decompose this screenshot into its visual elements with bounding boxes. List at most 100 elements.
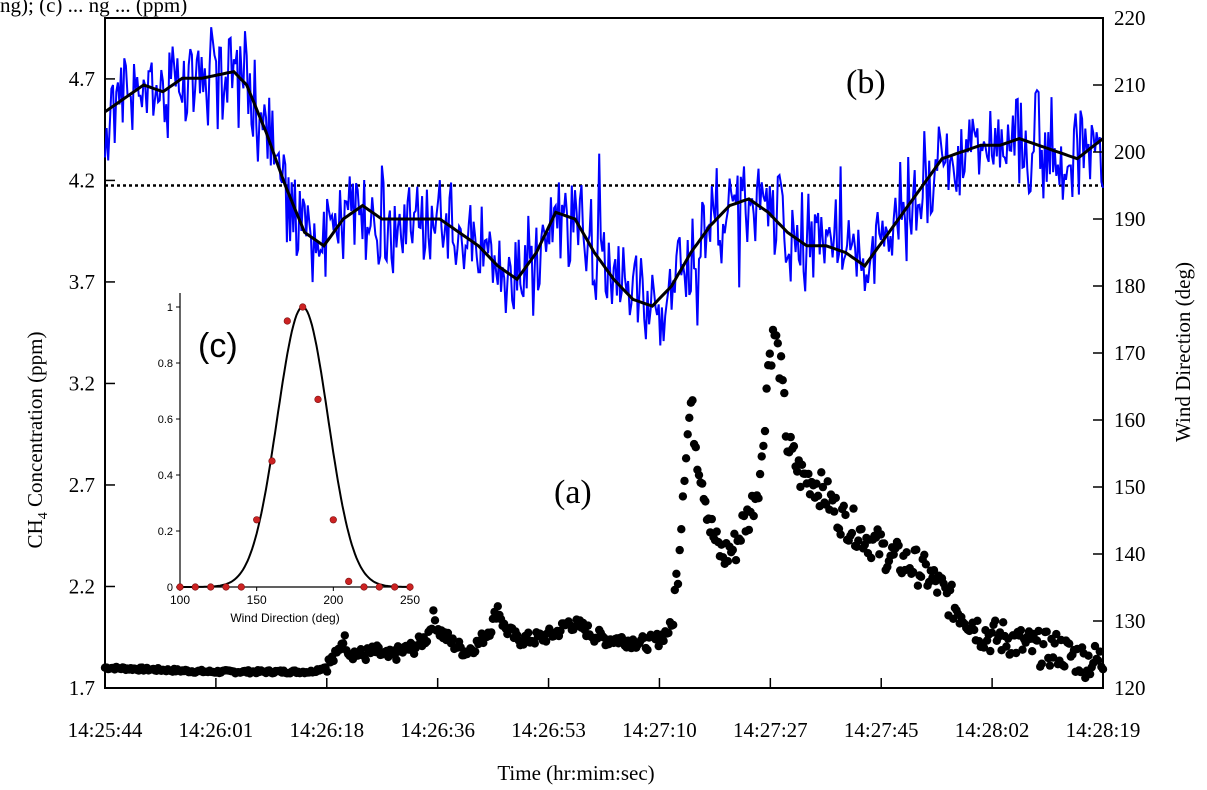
ch4-point	[1018, 645, 1027, 654]
ch4-point	[912, 545, 921, 554]
x-tick-label: 14:28:19	[1066, 718, 1141, 742]
ch4-point	[1034, 626, 1043, 636]
ch4-point	[1037, 659, 1047, 668]
ch4-point	[659, 636, 668, 646]
ch4-point	[857, 524, 866, 534]
x-tick-label: 14:27:45	[844, 718, 919, 742]
inset-x-tick-label: 200	[323, 593, 343, 607]
ch4-point	[979, 643, 989, 652]
x-tick-label: 14:26:18	[289, 718, 364, 742]
x-axis-ticks: 14:25:44 14:26:01 14:26:18 14:26:36 14:26:53…	[68, 678, 1141, 742]
ch4-point	[448, 634, 457, 643]
right-tick-label: 120	[1114, 676, 1146, 700]
inset-y-tick-label: 0.6	[158, 414, 173, 426]
ch4-point	[723, 557, 733, 566]
ch4-point	[680, 476, 689, 486]
ch4-point	[731, 556, 741, 565]
ch4-point	[796, 482, 805, 492]
right-axis-ticks: 120 130 140 150 160 170 180 190 200 210 220	[1093, 6, 1146, 700]
ch4-point	[685, 413, 694, 422]
ch4-point	[1085, 669, 1095, 679]
ch4-point	[736, 536, 745, 545]
ch4-point	[322, 667, 332, 676]
ch4-point	[920, 550, 929, 559]
inset-gaussian-fit	[180, 305, 410, 588]
ch4-point	[1050, 639, 1059, 648]
ch4-point	[921, 560, 931, 569]
ch4-point	[669, 620, 678, 630]
caption-fragment: ng); (c) ... ng ... (ppm)	[0, 0, 187, 17]
ch4-point	[1060, 662, 1069, 671]
right-axis-label: Wind Direction (deg)	[1171, 262, 1195, 442]
inset-point	[345, 577, 353, 586]
ch4-point	[1090, 641, 1100, 651]
ch4-point	[854, 536, 863, 545]
ch4-point	[1095, 647, 1105, 656]
inset-y-tick-label: 1	[167, 302, 173, 314]
ch4-point	[804, 469, 813, 479]
ch4-point	[340, 631, 349, 640]
ch4-point	[691, 443, 700, 452]
left-tick-label: 2.7	[69, 473, 95, 497]
ch4-point	[430, 616, 440, 625]
ch4-point	[778, 376, 787, 385]
left-tick-label: 1.7	[69, 676, 95, 700]
ch4-point	[986, 646, 995, 656]
right-tick-label: 170	[1114, 341, 1146, 365]
ch4-point	[875, 550, 884, 559]
ch4-point	[1065, 639, 1074, 648]
right-tick-label: 180	[1114, 274, 1146, 298]
ch4-point	[429, 606, 438, 615]
left-tick-label: 3.7	[69, 270, 95, 294]
ch4-point	[970, 625, 979, 635]
ch4-point	[812, 479, 821, 488]
ch4-point	[530, 639, 539, 648]
ch4-point	[339, 639, 348, 648]
left-axis-label-subscript: 4	[36, 512, 51, 519]
annotation-b: (b)	[846, 64, 886, 101]
right-tick-label: 150	[1114, 475, 1146, 499]
x-tick-label: 14:26:01	[179, 718, 254, 742]
inset-point	[191, 583, 199, 591]
inset-point	[329, 516, 337, 524]
inset-chart: 0 0.2 0.4 0.6 0.8 1 100 150 200 250 Wind Directio…	[155, 283, 420, 629]
ch4-point	[947, 580, 956, 589]
ch4-point	[1039, 640, 1048, 649]
ch4-point	[707, 514, 716, 524]
ch4-point	[1042, 627, 1051, 636]
x-tick-label: 14:28:02	[955, 718, 1030, 742]
x-tick-label: 14:26:53	[511, 718, 586, 742]
ch4-point	[493, 602, 502, 611]
right-tick-label: 190	[1114, 207, 1146, 231]
x-tick-label: 14:27:10	[622, 718, 697, 742]
ch4-point	[672, 569, 681, 578]
ch4-point	[876, 530, 886, 539]
ch4-point	[361, 655, 370, 665]
ch4-point	[797, 460, 807, 469]
ch4-point	[519, 640, 528, 649]
ch4-point	[916, 572, 926, 581]
ch4-point	[757, 452, 766, 461]
left-tick-label: 4.2	[69, 168, 95, 192]
inset-point	[283, 317, 291, 325]
ch4-point	[839, 501, 848, 510]
ch4-point	[749, 511, 758, 521]
ch4-point	[830, 507, 839, 516]
ch4-point	[973, 616, 982, 625]
ch4-point	[789, 442, 799, 451]
inset-y-tick-label: 0.2	[158, 526, 173, 538]
ch4-point	[1011, 648, 1021, 658]
ch4-point	[847, 528, 857, 538]
ch4-point	[583, 621, 593, 630]
ch4-point	[1094, 656, 1103, 665]
right-tick-label: 160	[1114, 408, 1146, 432]
left-axis-label-rest: Concentration (ppm)	[23, 332, 47, 513]
inset-y-tick-label: 0	[167, 582, 173, 594]
ch4-point	[776, 352, 786, 361]
ch4-point	[675, 545, 684, 555]
ch4-point	[762, 384, 771, 393]
wind-direction-smoothed-series	[104, 69, 1104, 308]
ch4-point	[913, 581, 923, 590]
ch4-point	[773, 339, 782, 348]
inset-y-tick-label: 0.8	[158, 358, 173, 370]
